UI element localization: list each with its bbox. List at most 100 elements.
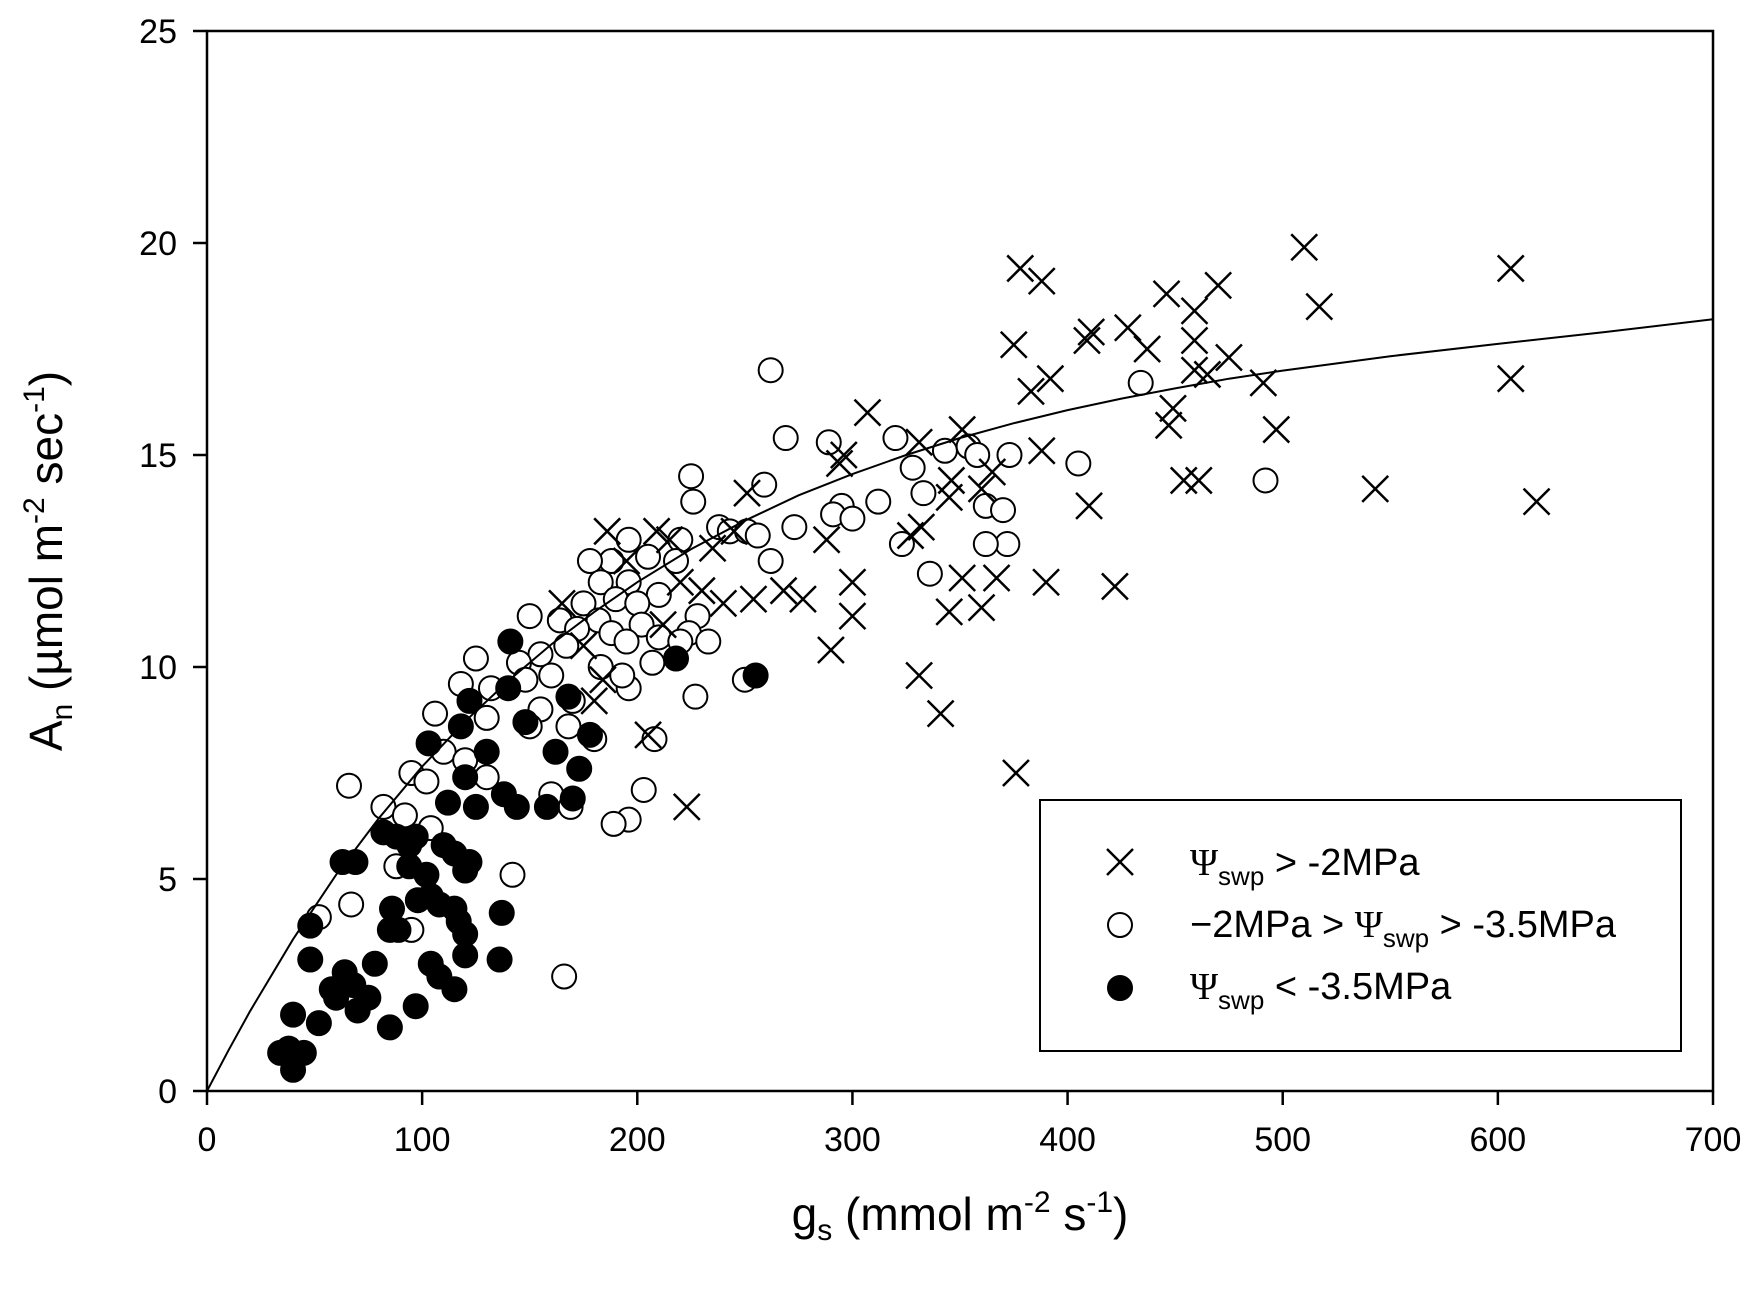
- x-axis-title-sup-b: -1: [1086, 1186, 1113, 1219]
- data-point-x: [1027, 436, 1056, 465]
- data-point-open-circle: [538, 662, 565, 689]
- legend-label-open-circle-sub: swp: [1383, 923, 1429, 953]
- x-tick-label: 400: [1039, 1121, 1096, 1159]
- data-point-open-circle: [335, 772, 362, 799]
- x-axis-title-sub: s: [817, 1214, 832, 1247]
- data-point-open-circle: [815, 429, 842, 456]
- legend-label-filled-circle-sub: swp: [1218, 985, 1264, 1015]
- data-point-open-circle: [613, 628, 640, 655]
- x-tick-label: 100: [394, 1121, 451, 1159]
- data-point-open-circle: [587, 569, 614, 596]
- data-point-x: [905, 428, 934, 457]
- data-point-filled-circle: [462, 793, 489, 820]
- data-point-x: [1262, 415, 1291, 444]
- data-point-open-circle: [680, 488, 707, 515]
- data-point-open-circle: [370, 793, 397, 820]
- y-axis-title-sup-a: -2: [18, 497, 51, 524]
- data-point-open-circle: [639, 649, 666, 676]
- data-point-filled-circle: [456, 687, 483, 714]
- data-point-filled-circle: [542, 738, 569, 765]
- data-point-open-circle: [899, 454, 926, 481]
- x-tick-label: 500: [1254, 1121, 1311, 1159]
- data-point-x: [1027, 267, 1056, 296]
- data-point-x: [1036, 364, 1065, 393]
- data-point-x: [649, 610, 677, 639]
- legend-label-filled-circle: Ψswp < -3.5MPa: [1190, 966, 1452, 1015]
- data-point-x: [666, 568, 695, 597]
- x-tick-label: 600: [1469, 1121, 1526, 1159]
- data-point-x: [999, 330, 1028, 359]
- data-point-open-circle: [994, 531, 1021, 558]
- legend-label-filled-circle-sym: Ψ: [1190, 966, 1218, 1008]
- data-point-filled-circle: [415, 730, 442, 757]
- data-point-x: [769, 576, 798, 605]
- legend-marker-x: [1106, 848, 1134, 876]
- data-point-filled-circle: [555, 683, 582, 710]
- data-point-x: [967, 593, 996, 622]
- data-point-x: [896, 521, 925, 550]
- data-point-x: [1101, 572, 1129, 601]
- data-point-x: [926, 699, 955, 728]
- data-point-x: [1305, 292, 1334, 321]
- y-axis-title-sup-b: -1: [18, 386, 51, 413]
- data-point-x: [1073, 326, 1101, 355]
- fit-curve-line: [206, 318, 1714, 1092]
- data-point-filled-circle: [417, 882, 444, 909]
- data-point-open-circle: [865, 488, 892, 515]
- data-point-x: [580, 687, 609, 715]
- y-tick-label: 5: [158, 861, 177, 899]
- x-axis-title-unit-b: s: [1051, 1188, 1087, 1240]
- data-point-open-circle: [839, 505, 866, 532]
- fit-curve-layer: [206, 318, 1714, 1092]
- data-point-x: [825, 449, 854, 478]
- y-axis-title-unit-b: sec: [20, 413, 72, 497]
- data-point-x: [907, 513, 936, 541]
- y-axis-title-unit-c: ): [20, 371, 72, 386]
- x-tick-label: 700: [1685, 1121, 1742, 1159]
- data-point-x: [1290, 233, 1319, 262]
- data-point-x: [1193, 360, 1222, 389]
- axis-ticks: 0 100 200 300 400 500 600 700 0 5 10 15 20 25: [139, 13, 1741, 1159]
- data-point-x: [1159, 394, 1187, 423]
- data-point-open-circle: [630, 776, 657, 803]
- data-point-x: [672, 793, 701, 821]
- data-point-x: [937, 466, 966, 495]
- data-point-x: [569, 631, 598, 660]
- data-point-filled-circle: [280, 1056, 307, 1083]
- data-point-open-circle: [882, 425, 909, 452]
- data-point-filled-circle: [434, 789, 461, 816]
- data-point-x: [967, 475, 996, 503]
- y-tick-label: 10: [139, 649, 177, 687]
- data-point-x: [687, 576, 716, 605]
- data-point-x: [838, 568, 867, 597]
- data-point-open-circle: [516, 603, 543, 630]
- data-point-open-circle: [422, 700, 449, 727]
- data-point-filled-circle: [280, 1001, 307, 1028]
- data-point-open-circle: [338, 891, 365, 918]
- x-axis-title-unit-c: ): [1113, 1188, 1128, 1240]
- data-point-filled-circle: [342, 849, 369, 876]
- legend-label-x-rest: > -2MPa: [1264, 842, 1420, 884]
- data-point-x: [1496, 254, 1525, 283]
- data-point-filled-circle: [426, 963, 453, 990]
- data-point-x: [1215, 343, 1243, 372]
- data-point-x: [709, 589, 738, 618]
- data-point-filled-circle: [402, 823, 429, 850]
- legend-label-x: Ψswp > -2MPa: [1190, 842, 1420, 891]
- x-tick-label: 0: [198, 1121, 217, 1159]
- data-point-x: [1496, 364, 1525, 393]
- legend-marker-open-circle: [1107, 912, 1133, 938]
- data-point-filled-circle: [385, 916, 412, 943]
- data-point-x: [853, 398, 882, 427]
- data-point-open-circle: [910, 480, 937, 507]
- data-point-x: [978, 458, 1007, 486]
- data-point-open-circle: [757, 548, 784, 574]
- legend-box: [1039, 799, 1682, 1052]
- data-point-open-circle: [695, 628, 722, 655]
- data-point-filled-circle: [305, 1010, 332, 1037]
- data-point-x: [642, 517, 671, 546]
- data-point-open-circle: [551, 963, 578, 990]
- data-point-x: [1154, 411, 1183, 440]
- data-point-filled-circle: [376, 1014, 403, 1041]
